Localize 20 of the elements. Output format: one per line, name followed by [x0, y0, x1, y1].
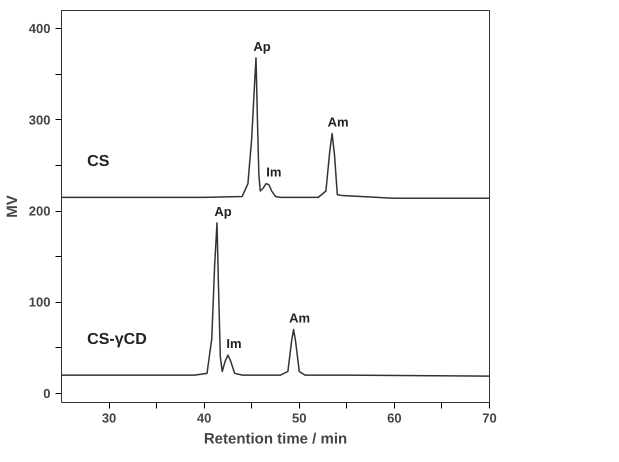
y-tick-label: 400 — [28, 21, 51, 36]
y-tick-label: 300 — [28, 112, 51, 128]
x-tick-label: 60 — [387, 410, 402, 426]
y-tick-label: 200 — [28, 204, 51, 219]
annotation: Am — [289, 310, 310, 326]
y-tick-label: 0 — [43, 386, 51, 401]
series-label: CS-γCD — [87, 330, 147, 348]
annotation: Im — [226, 336, 242, 352]
x-tick-label: 50 — [292, 410, 307, 426]
annotation: Im — [266, 164, 282, 180]
annotation: Am — [328, 114, 349, 130]
series-label: CS — [87, 153, 110, 170]
x-tick-label: 70 — [482, 410, 497, 426]
annotation: Ap — [253, 38, 271, 54]
annotation: Ap — [214, 204, 232, 219]
y-axis-title: MV — [4, 195, 21, 218]
x-tick-label: 30 — [102, 410, 116, 426]
y-tick-label: 100 — [28, 294, 51, 310]
x-axis-title: Retention time / min — [204, 430, 348, 448]
x-tick-label: 40 — [196, 410, 212, 426]
